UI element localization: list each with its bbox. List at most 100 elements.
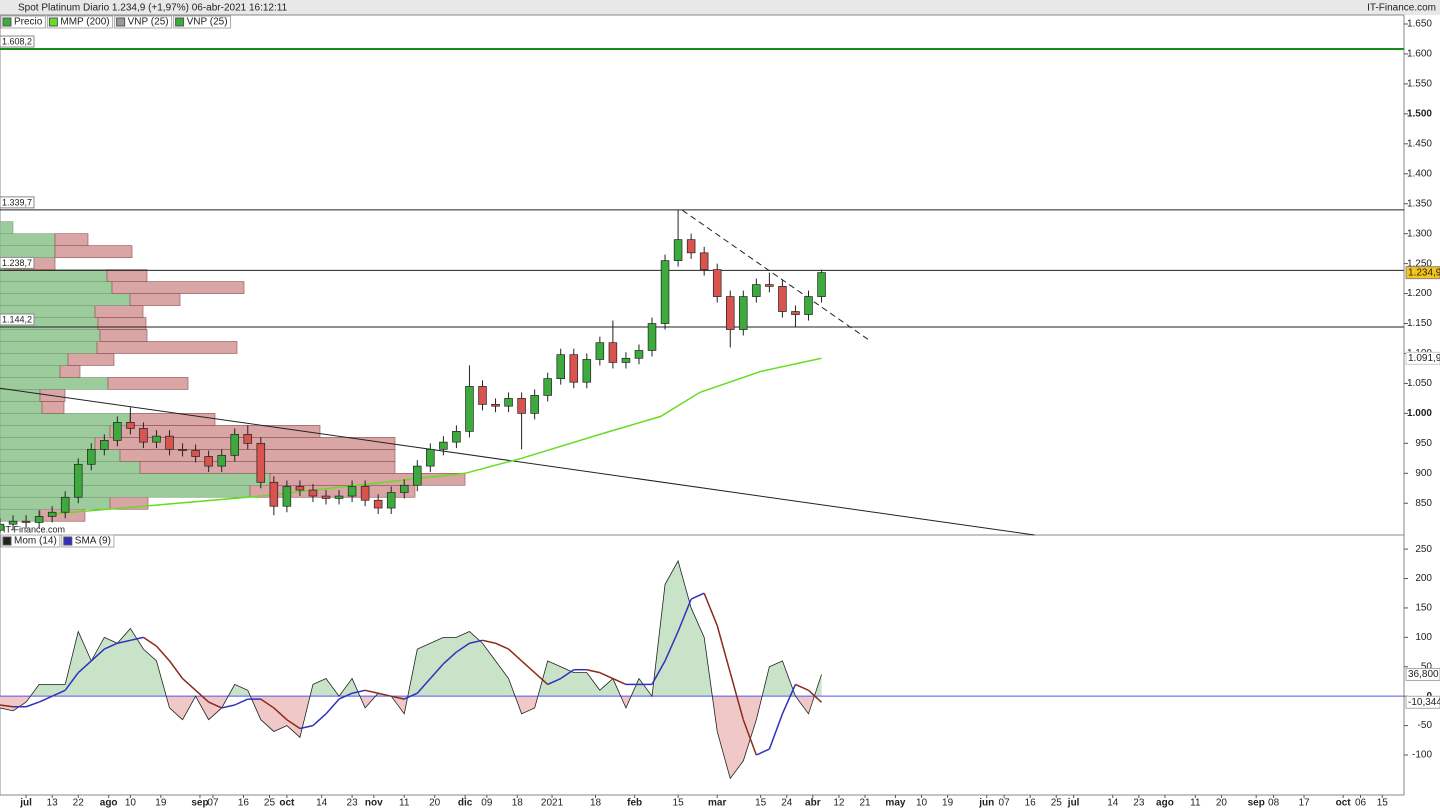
ma-last-box — [1405, 351, 1440, 365]
ma-last-label: 1.091,9 — [1408, 353, 1440, 364]
mom-area-up — [0, 560, 822, 697]
candle-body — [556, 354, 565, 379]
candle-body — [21, 520, 31, 523]
sma-segment — [260, 698, 275, 709]
candle-body — [165, 435, 174, 450]
sma-segment — [612, 677, 627, 686]
profile-up — [0, 461, 141, 474]
y-tick-label: 250 — [1415, 544, 1432, 555]
sma-segment — [742, 719, 758, 756]
level-label: 1.144,2 — [2, 314, 32, 324]
x-tick-label: 09 — [481, 798, 493, 809]
last-value-box — [1405, 668, 1440, 682]
sma-segment — [586, 668, 601, 674]
profile-up — [0, 365, 61, 378]
y-tick-label: 1.350 — [1407, 198, 1432, 209]
x-tick-label: 07 — [999, 798, 1011, 809]
sma-segment — [325, 698, 340, 715]
x-tick-label: 11 — [399, 798, 410, 809]
last-price-label: 1.234,9 — [1408, 267, 1440, 278]
sma-segment — [143, 636, 157, 647]
profile-down — [54, 233, 89, 246]
x-tick-label: 11 — [1190, 798, 1201, 809]
y-tick-label: 1.500 — [1407, 108, 1432, 119]
profile-down — [54, 245, 133, 258]
candle-body — [530, 395, 539, 414]
candle-body — [504, 398, 513, 407]
sma-segment — [416, 678, 431, 694]
x-tick-label: 24 — [781, 798, 793, 809]
sma-segment — [495, 642, 509, 650]
sma-segment — [795, 683, 809, 691]
level-label: 1.608,2 — [2, 36, 32, 46]
sma-segment — [664, 631, 679, 662]
legend-label: VNP (25) — [187, 17, 228, 28]
profile-down — [67, 353, 115, 366]
sma-segment — [716, 625, 731, 673]
sma-segment — [547, 677, 562, 686]
candle-body — [347, 486, 357, 497]
candle-body — [452, 431, 461, 443]
candle-body — [647, 323, 657, 351]
candle-body — [282, 486, 292, 507]
x-tick-label: 10 — [916, 798, 928, 809]
legend-label: VNP (25) — [128, 17, 169, 28]
legend-swatch — [2, 17, 12, 27]
last-value-box — [1405, 695, 1440, 709]
candle-body — [660, 260, 670, 324]
candle-body — [360, 486, 370, 501]
brand: IT-Finance.com — [1367, 3, 1436, 14]
candle-body — [399, 484, 409, 493]
profile-down — [94, 305, 144, 318]
last-value-label: 36,800 — [1408, 669, 1439, 680]
x-tick-label: dic — [458, 798, 473, 809]
watermark: IT-Finance.com — [3, 524, 65, 534]
profile-down — [129, 293, 181, 306]
profile-up — [0, 293, 131, 306]
trend-line — [682, 209, 870, 341]
profile-down — [59, 365, 81, 378]
candle-body — [308, 489, 318, 497]
legend-label: SMA (9) — [75, 536, 111, 547]
x-tick-label: 19 — [942, 798, 954, 809]
legend-swatch — [175, 17, 185, 27]
x-tick-label: 23 — [347, 798, 359, 809]
legend-label: Mom (14) — [14, 536, 57, 547]
sma-segment — [234, 698, 249, 706]
legend-swatch — [2, 536, 12, 546]
candle-body — [765, 284, 774, 287]
y-tick-label: 950 — [1415, 438, 1432, 449]
sma-segment — [469, 639, 483, 644]
x-tick-label: 15 — [673, 798, 685, 809]
candle-body — [243, 434, 253, 444]
sma-segment — [534, 672, 549, 685]
x-tick-label: 18 — [512, 798, 524, 809]
y-tick-label: 200 — [1415, 573, 1432, 584]
sma-segment — [338, 692, 353, 700]
x-tick-label: sep — [1248, 798, 1265, 809]
profile-down — [41, 401, 65, 414]
legend-box — [0, 534, 61, 548]
sma-segment — [25, 701, 40, 708]
profile-down — [106, 269, 148, 282]
candle-body — [478, 386, 487, 405]
y-tick-label: 150 — [1415, 603, 1432, 614]
x-tick-label: 08 — [1268, 798, 1280, 809]
x-tick-label: 17 — [1298, 798, 1310, 809]
candle-body — [712, 269, 722, 297]
x-tick-label: 2021 — [541, 798, 564, 809]
ma-line — [52, 357, 822, 515]
y-tick-label: 1.200 — [1407, 288, 1432, 299]
x-tick-label: jul — [19, 798, 32, 809]
y-tick-label: 1.300 — [1407, 228, 1432, 239]
level-label-box — [0, 256, 35, 269]
legend-box — [61, 534, 115, 548]
y-tick-label: 1.650 — [1407, 19, 1432, 30]
candle-body — [386, 492, 396, 509]
sma-segment — [677, 598, 692, 632]
profile-up — [0, 437, 96, 450]
x-tick-label: ago — [1156, 798, 1174, 809]
sma-segment — [195, 689, 210, 703]
y-tick-label: 900 — [1415, 468, 1432, 479]
sma-segment — [182, 677, 197, 691]
